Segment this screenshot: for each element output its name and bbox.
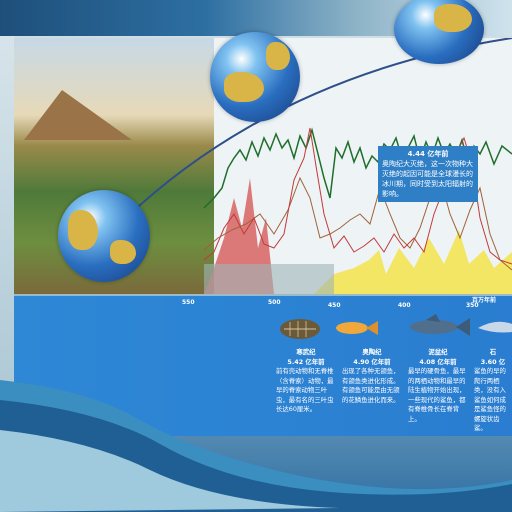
axis-unit-label: 百万年前 xyxy=(472,297,497,304)
tick-450: 450 xyxy=(328,302,341,309)
era-age: 4.90 亿年前 xyxy=(353,357,391,366)
era-name: 奥陶纪 xyxy=(362,348,382,356)
jawless-fish-icon xyxy=(336,321,378,335)
tick-400: 400 xyxy=(398,302,411,309)
era-descriptions-panel: 550 500 450 400 350 百万年前 寒武纪 5.42 亿年前 前有… xyxy=(14,296,512,436)
earth-globe-small xyxy=(394,0,484,64)
shark-icon xyxy=(478,321,512,333)
tick-350: 350 xyxy=(466,302,479,309)
left-edge xyxy=(0,36,14,436)
red-series-line xyxy=(203,127,512,265)
time-axis: 550 500 450 400 350 百万年前 xyxy=(14,296,512,316)
yellow-fill-area xyxy=(314,230,512,294)
decorative-bands xyxy=(0,380,512,512)
brown-series-line xyxy=(203,176,512,271)
era-text: 前有壳动物和无脊椎（含脊索）动物，最早的脊索动物三叶虫，最有名的三叶虫长达60厘… xyxy=(276,367,334,413)
extinction-graph xyxy=(93,38,512,294)
era-text: 最早的硬骨鱼，最早的两栖动物和最早的陆生植物开始出现，一些现代的鲨鱼，都有脊椎骨… xyxy=(408,367,466,423)
grey-base xyxy=(204,264,334,294)
mountain-shape xyxy=(24,90,132,140)
annotation-box: 4.44 亿年前 奥陶纪大灭绝，这一次物种大灭绝的起因可能是全球漫长的冰川期，同… xyxy=(378,146,478,202)
era-name: 寒武纪 xyxy=(296,348,316,356)
era-age: 5.42 亿年前 xyxy=(287,357,325,366)
era-text: 鲨鱼的早的爬行两栖类，没有入鲨鱼如何成是鲨鱼怪的螺旋状齿鲨。 xyxy=(474,367,506,432)
bony-fish-icon xyxy=(410,314,470,336)
era-entry-ordovician: 奥陶纪 4.90 亿年前 出现了各种无颌鱼，有颌鱼类进化形成。有颌鱼可能是由无颌… xyxy=(342,348,402,405)
annotation-age: 4.44 亿年前 xyxy=(407,150,449,158)
annotation-text: 奥陶纪大灭绝，这一次物种大灭绝的起因可能是全球漫长的冰川期，同时受到太阳辐射的影… xyxy=(382,160,473,198)
era-age: 3.60 亿 xyxy=(480,357,506,366)
era-text: 出现了各种无颌鱼，有颌鱼类进化形成。有颌鱼可能是由无颌的花鳞鱼进化而来。 xyxy=(342,367,400,404)
era-name: 泥盆纪 xyxy=(428,348,448,356)
tick-500: 500 xyxy=(268,299,281,306)
earth-globe-large xyxy=(58,190,150,282)
earth-globe-medium xyxy=(210,32,300,122)
era-age: 4.08 亿年前 xyxy=(419,357,457,366)
era-entry-cambrian: 寒武纪 5.42 亿年前 前有壳动物和无脊椎（含脊索）动物，最早的脊索动物三叶虫… xyxy=(276,348,336,415)
era-entry-devonian: 泥盆纪 4.08 亿年前 最早的硬骨鱼，最早的两栖动物和最早的陆生植物开始出现，… xyxy=(408,348,468,424)
era-name: 石 xyxy=(489,348,497,356)
era-entry-carboniferous: 石 3.60 亿 鲨鱼的早的爬行两栖类，没有入鲨鱼如何成是鲨鱼怪的螺旋状齿鲨。 xyxy=(474,348,512,434)
tick-550: 550 xyxy=(182,299,195,306)
trilobite-icon xyxy=(280,319,320,339)
